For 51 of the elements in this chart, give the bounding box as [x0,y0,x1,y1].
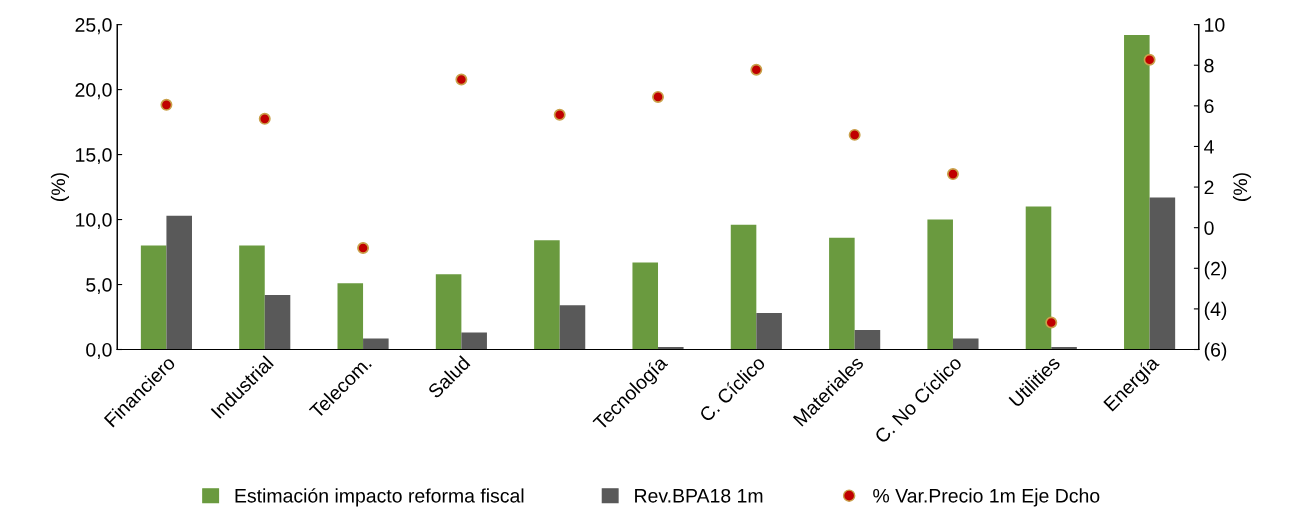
point [750,63,763,76]
y2-tick-label: (6) [1204,342,1227,361]
y-tick-label: 20,0 [75,83,112,100]
bar [927,219,953,350]
bar [140,245,167,350]
legend-label: Estimación impacto reforma fiscal [235,488,524,507]
point [455,73,468,86]
point [258,112,271,125]
bar [435,274,462,350]
bar [534,240,560,350]
y2-tick-label: 8 [1204,58,1214,73]
bar [1124,35,1150,350]
y-tick-label: 5,0 [86,278,112,295]
y-tick-label: 25,0 [75,18,112,35]
bar [1149,197,1176,350]
point [848,128,861,141]
bar [166,215,192,350]
y2-tick-label: (2) [1204,261,1227,280]
point [357,241,370,254]
point [553,108,566,121]
bar [239,245,265,350]
y2-tick-label: 0 [1204,221,1214,235]
bar [1025,206,1052,350]
y-tick-label: 0,0 [86,342,112,360]
y2-tick-label: 10 [1205,18,1225,32]
bar [730,224,757,350]
y2-tick-label: (4) [1204,301,1227,320]
y2-tick-label: 2 [1204,180,1214,195]
legend-label: % Var.Precio 1m Eje Dcho [873,488,1100,507]
bar [632,262,659,350]
bar [854,330,881,350]
y2-tick-label: 6 [1204,99,1214,114]
y-tick-label: 10,0 [76,213,112,230]
bar [363,338,389,350]
point [160,98,173,111]
y-tick-label: 15,0 [76,148,112,165]
point [652,90,665,103]
legend-label: Rev.BPA18 1m [635,488,763,503]
bar [952,338,979,350]
y2-axis-title: (%) [1232,173,1252,201]
point [946,168,959,181]
bar [337,283,364,350]
bar [829,237,855,350]
bar [559,305,586,350]
bar [264,294,291,350]
y2-tick-label: 4 [1204,140,1214,154]
bar [756,313,782,350]
point [1045,316,1058,329]
y-axis-title: (%) [50,173,69,201]
point [1143,53,1156,66]
bar [461,332,487,350]
